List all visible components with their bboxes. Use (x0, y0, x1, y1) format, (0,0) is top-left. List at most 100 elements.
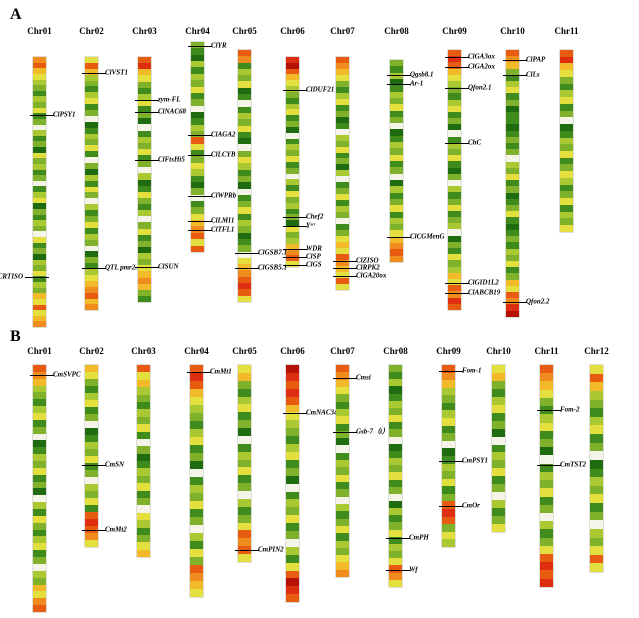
heat-band (190, 589, 203, 597)
gene-label: Cmsi (356, 373, 371, 382)
heat-band (138, 173, 151, 180)
heat-band (560, 137, 573, 145)
chromosome-header-b-chr01: Chr01 (27, 346, 52, 356)
heat-band (238, 87, 251, 95)
heat-band (85, 139, 98, 146)
heat-band (590, 528, 603, 538)
heat-band (85, 104, 98, 111)
heat-band (590, 434, 603, 443)
heat-band (506, 105, 519, 113)
heat-band (390, 186, 403, 193)
heat-band (33, 378, 46, 386)
heat-band (506, 87, 519, 94)
heat-band (286, 467, 299, 476)
heat-band (190, 421, 203, 429)
heat-band (560, 164, 573, 172)
heat-band (190, 381, 203, 389)
heat-band (85, 540, 98, 547)
heat-band (286, 220, 299, 227)
heat-band (138, 161, 151, 168)
heat-band (448, 130, 461, 137)
heat-band (442, 387, 455, 396)
chromosome-header-a-chr11: Chr11 (554, 26, 579, 36)
heat-band (590, 554, 603, 564)
heat-band (492, 388, 505, 397)
heat-band (33, 208, 46, 215)
gene-label: ClABCB19 (468, 288, 501, 297)
heat-band (191, 200, 204, 208)
heat-band (33, 529, 46, 537)
heat-band (286, 459, 299, 468)
heat-band (137, 394, 150, 402)
gene-label: ClFtsHi5 (158, 155, 185, 164)
heat-band (540, 447, 553, 456)
heat-band (85, 533, 98, 540)
heat-band (336, 218, 349, 225)
heat-band (336, 104, 349, 111)
heat-band (389, 565, 402, 573)
heat-band (448, 192, 461, 199)
heat-band (448, 142, 461, 149)
heat-band (336, 122, 349, 129)
heat-band (85, 86, 98, 93)
chromosome-header-a-chr01: Chr01 (27, 26, 52, 36)
heat-band (238, 194, 251, 202)
heat-band (448, 111, 461, 119)
heat-band (286, 554, 299, 563)
heat-band (138, 240, 151, 247)
heat-band (336, 236, 349, 243)
heat-band (286, 191, 299, 197)
heat-band (137, 438, 150, 447)
heat-band (138, 87, 151, 94)
heat-band (191, 67, 204, 74)
heat-band (506, 205, 519, 212)
heat-band (33, 293, 46, 299)
heat-band (506, 161, 519, 168)
heat-band (33, 315, 46, 322)
chromosome-bar-a-chr02 (85, 57, 98, 311)
heat-band (540, 537, 553, 546)
heat-band (33, 598, 46, 606)
heat-band (33, 298, 46, 305)
heat-band (33, 495, 46, 503)
heat-band (33, 321, 46, 327)
heat-band (238, 106, 251, 113)
heat-band (590, 451, 603, 460)
heat-band (336, 200, 349, 207)
heat-band (336, 555, 349, 563)
heat-band (442, 418, 455, 426)
heat-band (506, 167, 519, 175)
heat-band (191, 137, 204, 144)
heat-band (137, 520, 150, 528)
heat-band (238, 245, 251, 252)
heat-band (137, 372, 150, 380)
chromosome-bar-a-chr01 (33, 57, 46, 327)
heat-band (540, 578, 553, 587)
heat-band (238, 435, 251, 444)
heat-band (390, 78, 403, 86)
heat-band (336, 140, 349, 147)
heat-band (506, 267, 519, 274)
heat-band (191, 220, 204, 227)
heat-band (336, 62, 349, 69)
heat-band (238, 282, 251, 290)
heat-band (448, 124, 461, 131)
heat-band (560, 204, 573, 212)
heat-band (286, 150, 299, 157)
heat-band (442, 402, 455, 411)
heat-band (190, 453, 203, 461)
heat-band (33, 522, 46, 530)
heat-band (390, 135, 403, 143)
heat-band (506, 186, 519, 193)
heat-band (448, 198, 461, 205)
gene-tick-line (82, 73, 106, 74)
heat-band (138, 197, 151, 204)
heat-band (85, 68, 98, 75)
heat-band (137, 379, 150, 388)
chromosome-bar-a-chr10 (506, 50, 519, 317)
heat-band (286, 507, 299, 516)
gene-label: Gsb-7（t） (356, 427, 390, 436)
heat-band (33, 447, 46, 455)
chromosome-bar-b-chr08 (389, 365, 402, 587)
heat-band (286, 420, 299, 429)
